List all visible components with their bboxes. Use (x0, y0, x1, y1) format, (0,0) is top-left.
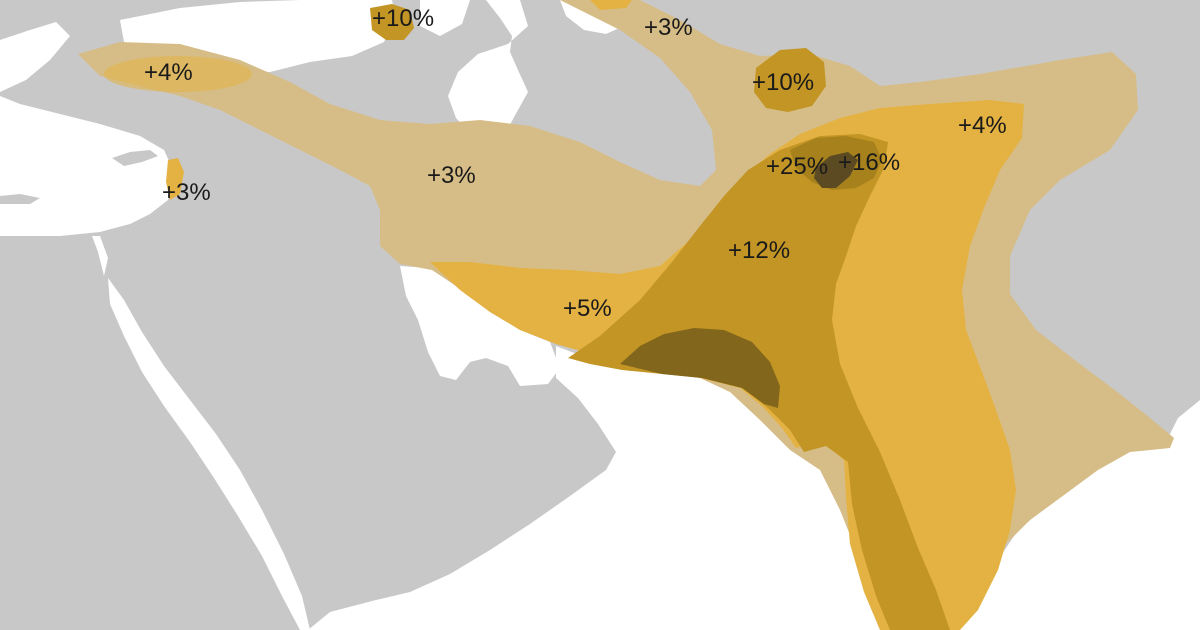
band-darkest (814, 152, 858, 188)
mediterranean-sea (0, 96, 176, 236)
band-black-sea-north (370, 4, 414, 40)
label-baluchistan: +5% (563, 295, 612, 322)
label-black-sea-north: +10% (372, 5, 434, 32)
label-tarim-east: +4% (958, 112, 1007, 139)
crete-island (0, 194, 40, 204)
azov-sea (420, 0, 470, 36)
persian-gulf (400, 266, 560, 386)
bay-of-bengal (990, 420, 1200, 630)
band-levant (166, 158, 184, 200)
label-pamir-east: +16% (838, 149, 900, 176)
band-top-patch (590, 0, 632, 10)
red-sea (108, 278, 310, 630)
band-darker (620, 328, 780, 408)
band-central-asia (754, 48, 826, 112)
yield-change-bands (78, 0, 1174, 630)
label-caspian-east: +3% (644, 14, 693, 41)
caspian-sea (448, 0, 528, 146)
label-iran: +3% (427, 162, 476, 189)
label-levant: +3% (162, 179, 211, 206)
band-anatolia (104, 56, 252, 92)
label-central-asia: +10% (752, 69, 814, 96)
aegean-sea (0, 22, 70, 92)
label-anatolia: +4% (144, 59, 193, 86)
label-pamir-peak: +25% (766, 153, 828, 180)
cyprus-island (112, 150, 158, 166)
label-north-india: +12% (728, 237, 790, 264)
percent-labels: +10% +3% +10% +4% +3% +3% +4% +25% +16% … (144, 5, 1007, 322)
gulf-suez (92, 236, 108, 276)
